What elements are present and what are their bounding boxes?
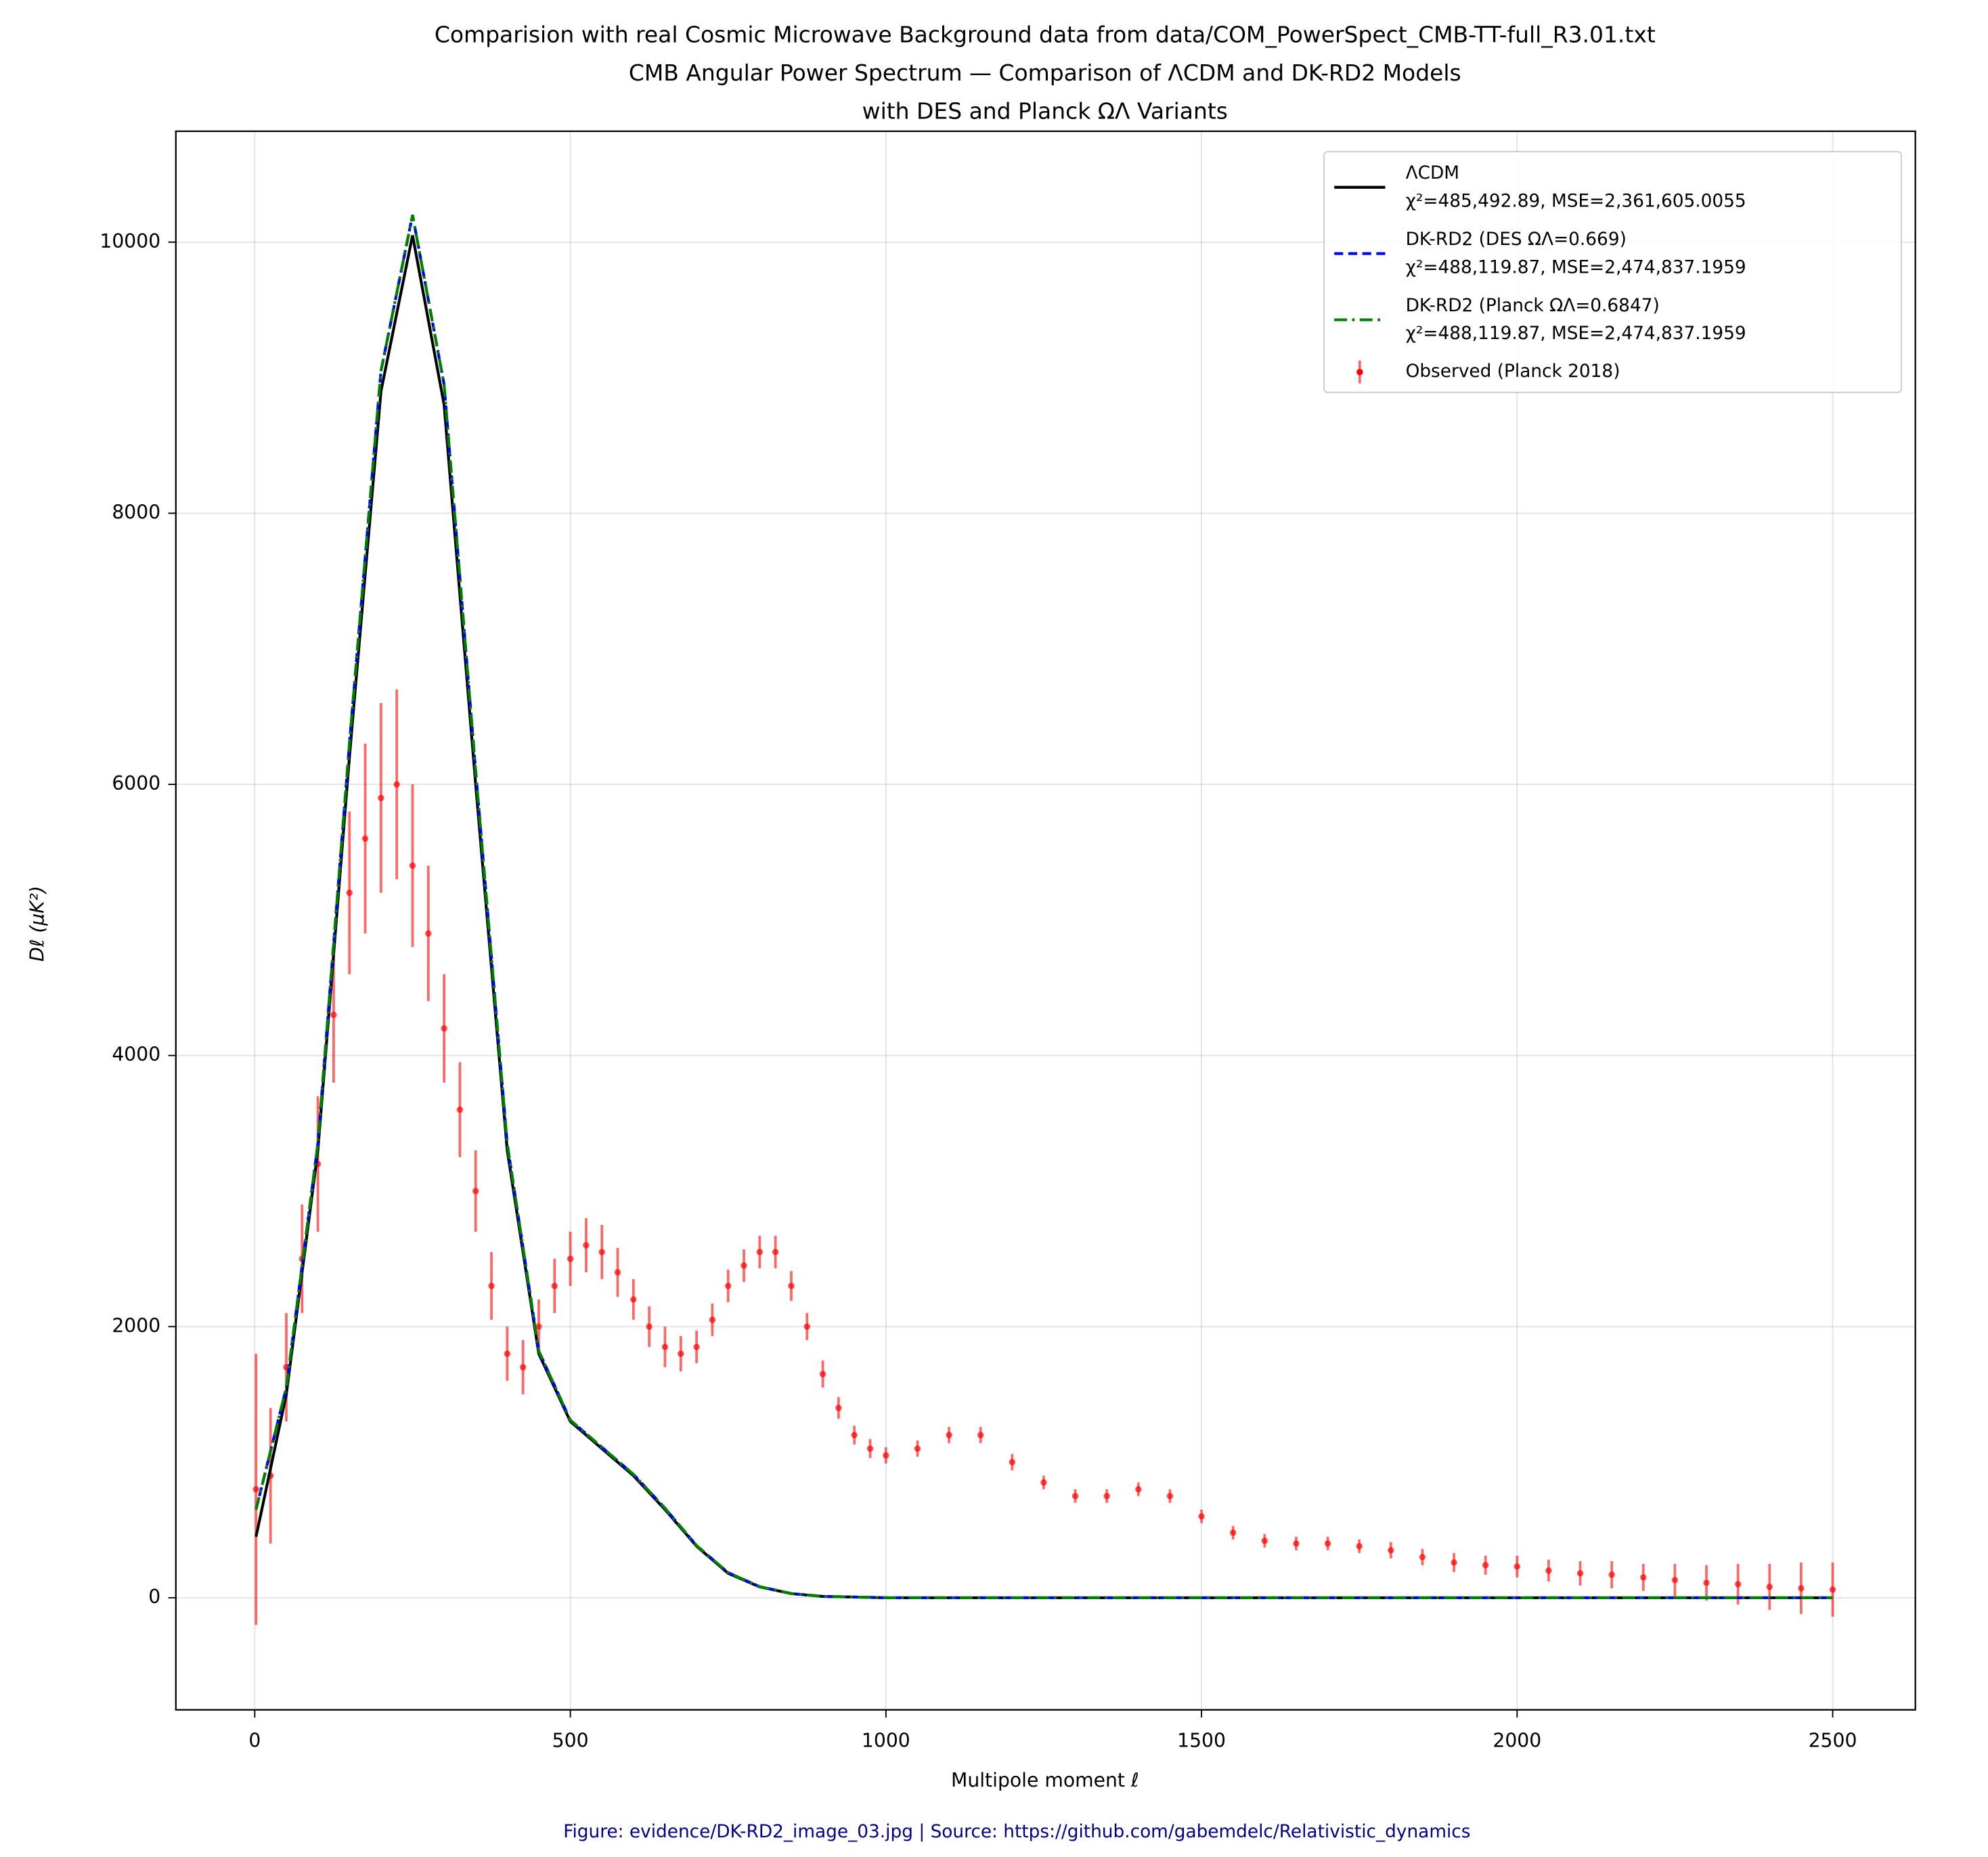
chart-title: Comparision with real Cosmic Microwave B… (435, 21, 1656, 124)
plot-frame (175, 130, 1916, 1711)
x-tick-label: 2000 (1493, 1730, 1541, 1752)
data-point (1072, 1492, 1079, 1500)
data-point (1419, 1554, 1426, 1561)
plot-area (252, 215, 1836, 1625)
data-point (883, 1452, 889, 1459)
legend-label: ΛCDM χ²=485,492.89, MSE=2,361,605.0055 (1406, 163, 1746, 211)
data-point (1703, 1580, 1710, 1586)
data-point (614, 1269, 621, 1276)
data-point (725, 1282, 732, 1289)
data-point (1829, 1586, 1836, 1593)
data-point (1671, 1577, 1679, 1584)
data-point (472, 1188, 479, 1194)
data-point (551, 1282, 558, 1289)
data-point (835, 1404, 842, 1412)
data-point (1261, 1538, 1268, 1544)
data-point (1640, 1574, 1647, 1581)
data-point (598, 1249, 605, 1255)
legend-label: Observed (Planck 2018) (1406, 361, 1620, 382)
data-point (1356, 1543, 1363, 1550)
data-point (1545, 1567, 1552, 1574)
data-point (756, 1249, 764, 1255)
data-point (583, 1242, 590, 1249)
data-point (488, 1282, 495, 1289)
data-point (661, 1343, 669, 1351)
y-tick-label: 2000 (112, 1314, 160, 1337)
data-point (378, 795, 384, 801)
data-point (567, 1255, 574, 1262)
data-point (1388, 1547, 1394, 1554)
data-point (630, 1296, 637, 1303)
data-point (425, 930, 432, 937)
y-axis-label: Dℓ (μK²) (26, 886, 48, 962)
data-point (1482, 1562, 1489, 1569)
data-point (1040, 1479, 1047, 1486)
data-point (977, 1431, 984, 1439)
x-axis-label: Multipole moment ℓ (951, 1769, 1139, 1791)
data-point (803, 1323, 810, 1330)
data-point (346, 889, 353, 896)
footer: Figure: evidence/DK-RD2_image_03.jpg | S… (563, 1822, 1470, 1842)
legend-label: DK-RD2 (DES ΩΛ=0.669) χ²=488,119.87, MSE=… (1406, 229, 1746, 277)
model-line (255, 215, 1833, 1599)
data-point (441, 1025, 447, 1032)
legend-handle (1356, 369, 1363, 376)
data-point (1324, 1540, 1331, 1547)
data-point (252, 1485, 259, 1493)
data-point (409, 862, 416, 869)
y-tick-label: 8000 (112, 501, 160, 523)
data-point (361, 835, 369, 842)
x-tick-label: 0 (248, 1730, 261, 1752)
data-point (772, 1249, 779, 1255)
data-point (1103, 1492, 1110, 1500)
data-point (709, 1316, 716, 1323)
data-point (393, 781, 400, 788)
data-point (1229, 1529, 1237, 1536)
data-point (914, 1445, 921, 1452)
data-point (504, 1350, 511, 1358)
legend-label: DK-RD2 (Planck ΩΛ=0.6847) χ²=488,119.87, … (1406, 295, 1746, 343)
data-point (678, 1350, 684, 1358)
data-point (788, 1282, 795, 1289)
legend: ΛCDM χ²=485,492.89, MSE=2,361,605.0055 DK-… (1323, 151, 1902, 393)
x-tick-label: 500 (552, 1730, 589, 1752)
y-tick-label: 10000 (100, 230, 160, 252)
data-point (693, 1343, 700, 1351)
data-point (1608, 1571, 1615, 1578)
data-point (330, 1011, 337, 1019)
x-tick-label: 1000 (862, 1730, 910, 1752)
data-point (535, 1323, 542, 1330)
x-tick-label: 1500 (1177, 1730, 1226, 1752)
data-point (1009, 1458, 1016, 1466)
data-point (851, 1431, 858, 1439)
data-point (1451, 1559, 1457, 1566)
data-point (819, 1370, 826, 1378)
data-point (1576, 1570, 1584, 1577)
data-point (1766, 1584, 1773, 1590)
y-tick-label: 0 (148, 1586, 160, 1608)
data-point (1198, 1513, 1205, 1520)
data-point (1514, 1563, 1521, 1570)
data-point (1293, 1540, 1300, 1547)
legend-box (1323, 151, 1902, 393)
y-tick-label: 4000 (112, 1044, 160, 1066)
data-point (519, 1364, 527, 1371)
data-point (741, 1262, 747, 1269)
data-point (1798, 1585, 1805, 1592)
data-point (1135, 1485, 1142, 1493)
data-point (456, 1106, 464, 1113)
data-point (946, 1431, 952, 1439)
data-point (1734, 1581, 1742, 1588)
y-tick-label: 6000 (112, 772, 160, 795)
data-point (1166, 1492, 1174, 1500)
x-tick-label: 2500 (1809, 1730, 1857, 1752)
data-point (866, 1445, 874, 1452)
data-point (646, 1323, 653, 1330)
